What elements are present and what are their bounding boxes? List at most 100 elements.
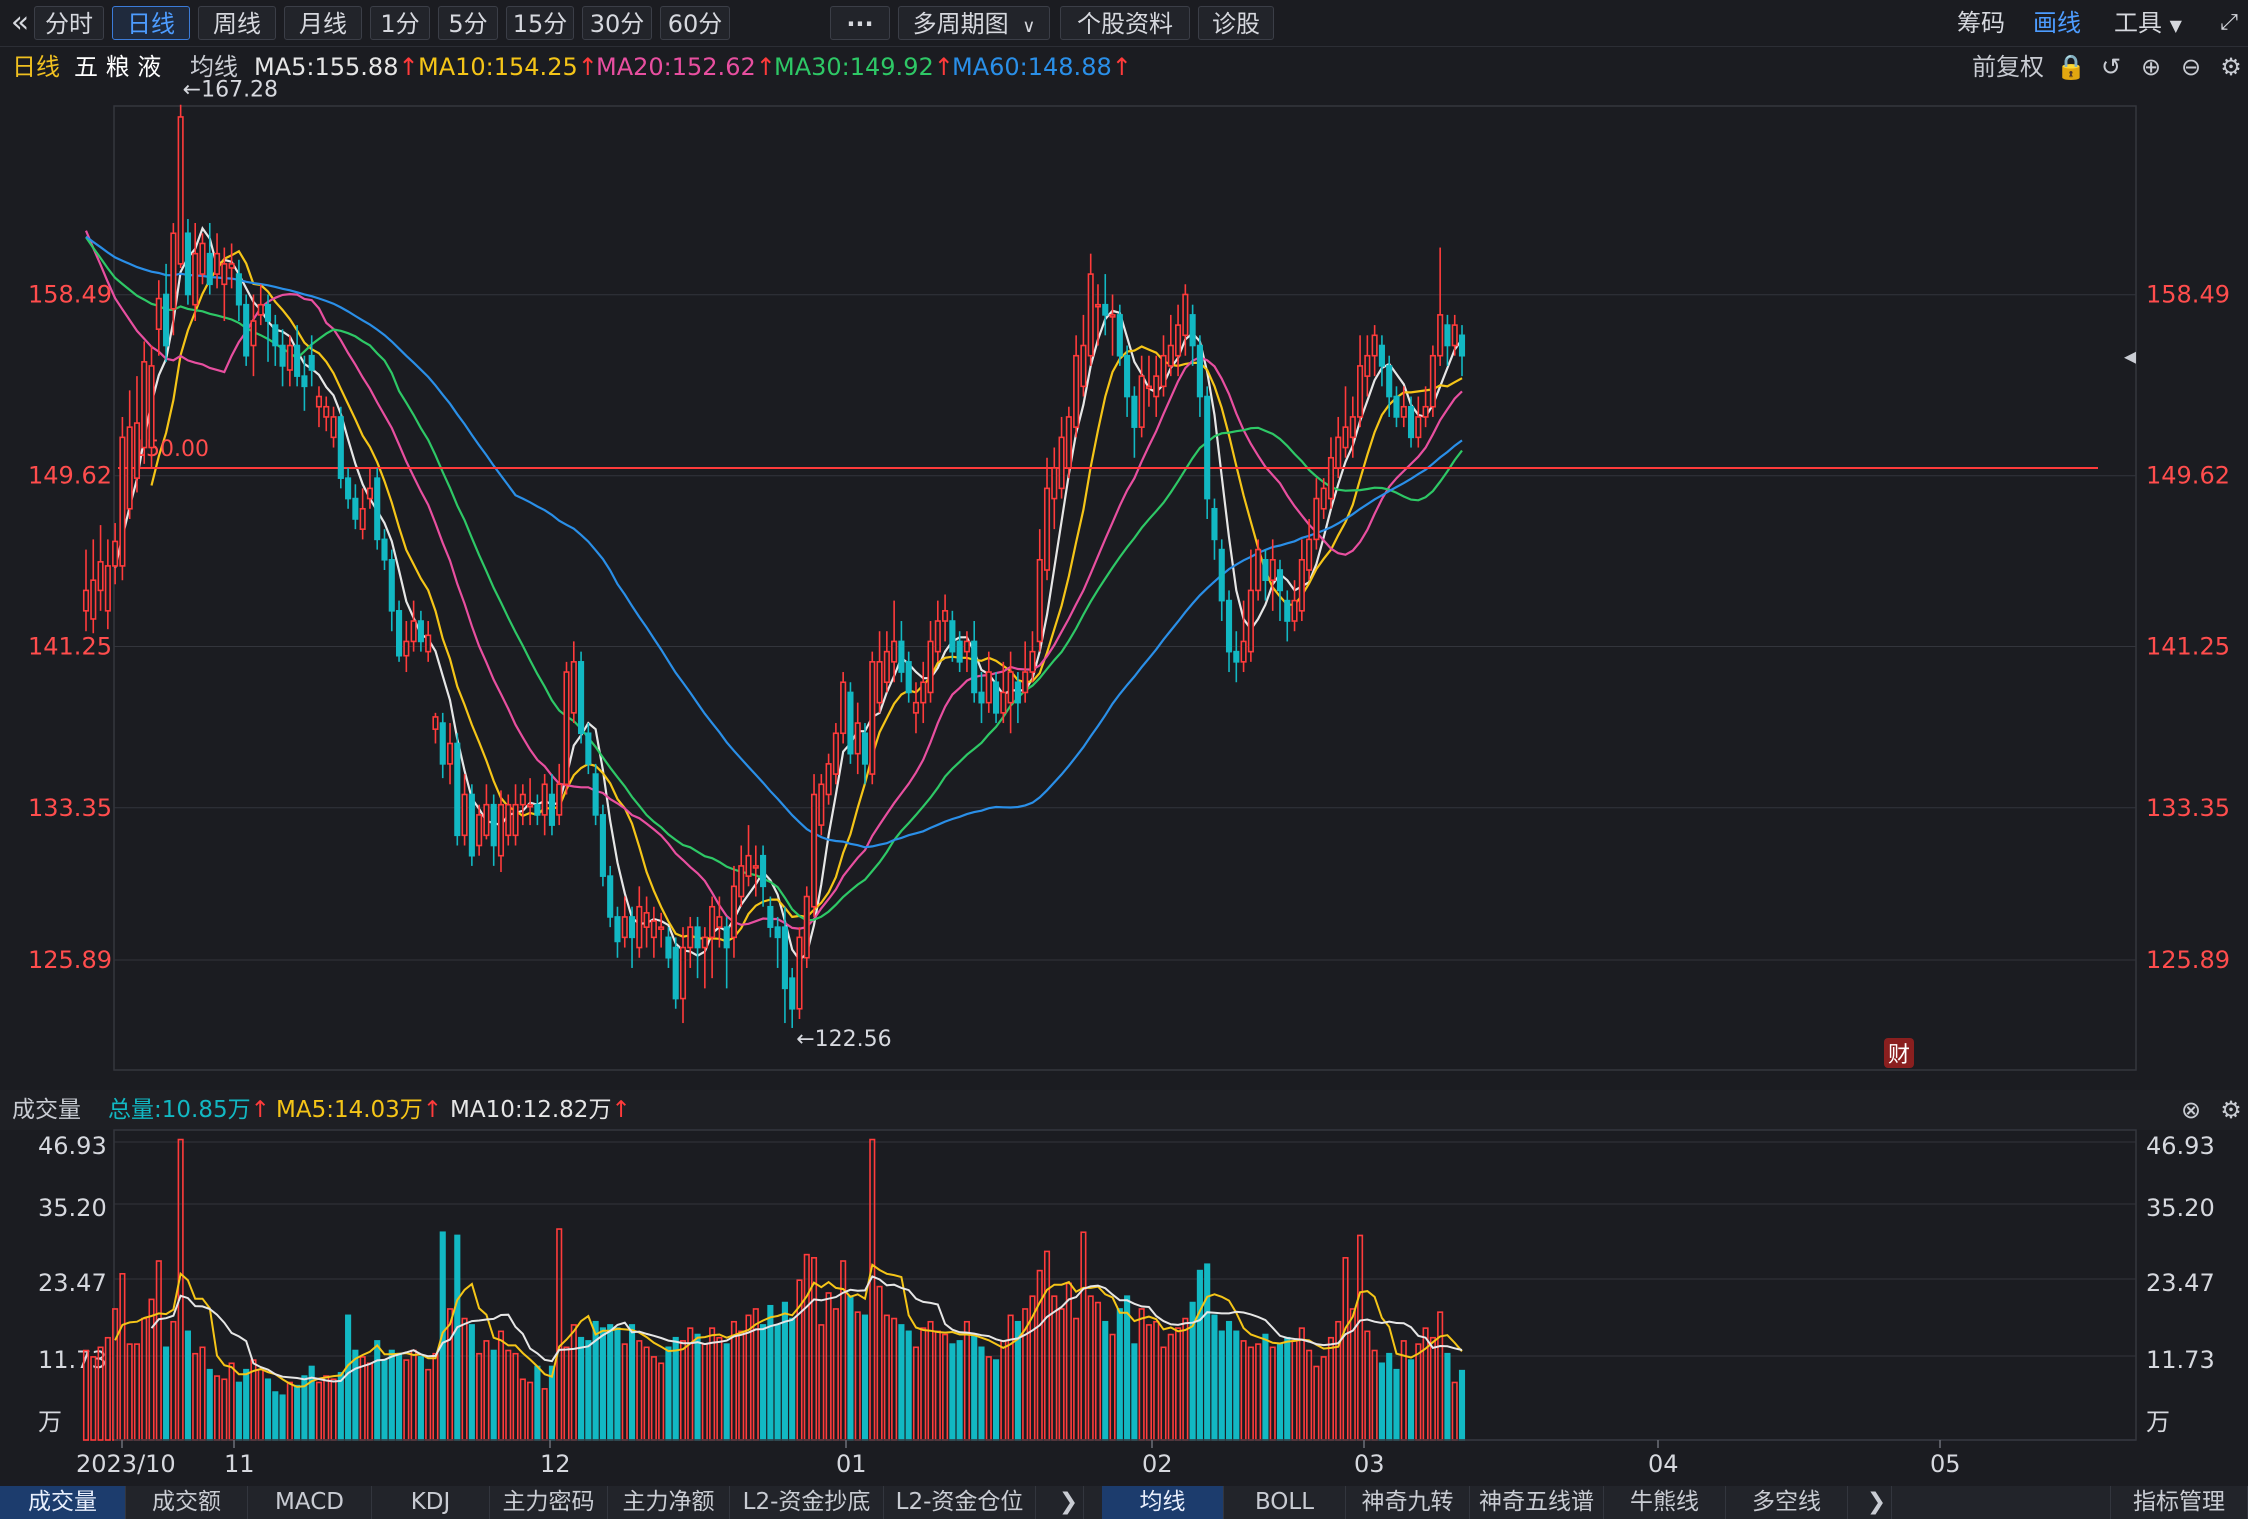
candle-body: [934, 620, 941, 653]
overlay-tab[interactable]: 牛熊线: [1604, 1486, 1726, 1519]
candle-body: [854, 722, 861, 755]
tools-button[interactable]: 工具 ▼: [2106, 6, 2190, 40]
period-tab[interactable]: 1分: [370, 6, 430, 40]
up-arrow-icon: ↑: [611, 1097, 631, 1123]
more-button[interactable]: ···: [830, 6, 890, 40]
volume-bar: [1451, 1381, 1458, 1441]
ma10-value: MA10:154.25: [418, 53, 578, 81]
candle-body: [876, 661, 883, 704]
period-tab[interactable]: 月线: [284, 6, 362, 40]
candlestick-chart[interactable]: 158.49 158.49 149.62 149.62 141.25 141.25 133.…: [0, 0, 2248, 1486]
back-chevrons-icon[interactable]: «: [10, 5, 30, 40]
stock-info-button[interactable]: 个股资料: [1060, 6, 1190, 40]
indicator-tab[interactable]: L2-资金抄底: [730, 1486, 884, 1519]
candle-body: [978, 691, 985, 704]
volume-bar: [199, 1346, 206, 1441]
candle-body: [272, 324, 279, 347]
close-panel-icon[interactable]: ⊗: [2180, 1096, 2202, 1124]
volume-ma5-value: MA5:14.03万: [276, 1097, 423, 1123]
period-tab[interactable]: 60分: [660, 6, 730, 40]
volume-bar: [155, 1260, 162, 1441]
volume-bar: [876, 1285, 883, 1441]
volume-bar: [1153, 1320, 1160, 1441]
indicator-management-button[interactable]: 指标管理: [2110, 1486, 2248, 1519]
volume-bar: [1043, 1250, 1051, 1441]
undo-icon[interactable]: ↺: [2100, 53, 2122, 81]
volume-bar: [599, 1327, 606, 1441]
volume-bar: [294, 1384, 301, 1441]
period-tab[interactable]: 分时: [34, 6, 104, 40]
candle-body: [454, 742, 461, 837]
finance-badge-label: 财: [1888, 1043, 1910, 1068]
volume-bar: [1255, 1343, 1262, 1441]
candle-body: [796, 936, 803, 1010]
tabs-scroll-right-icon-2[interactable]: ❯: [1862, 1486, 1892, 1519]
candle-body: [301, 375, 308, 388]
candle-body: [643, 912, 650, 928]
adjust-label[interactable]: 前复权: [1972, 53, 2044, 81]
volume-bar: [425, 1368, 432, 1441]
volume-header-bar: [0, 1090, 2248, 1130]
candle-body: [308, 354, 315, 371]
candle-body: [1007, 671, 1014, 704]
indicator-tab[interactable]: KDJ: [372, 1486, 490, 1519]
period-tab[interactable]: 周线: [198, 6, 276, 40]
zoom-out-icon[interactable]: ⊖: [2180, 53, 2202, 81]
overlay-tab[interactable]: 多空线: [1726, 1486, 1848, 1519]
indicator-tab[interactable]: L2-资金仓位: [884, 1486, 1036, 1519]
zoom-in-icon[interactable]: ⊕: [2140, 53, 2162, 81]
candle-body: [432, 716, 439, 730]
candle-body: [1276, 569, 1284, 592]
candle-body: [1073, 354, 1080, 428]
candle-body: [345, 477, 352, 500]
multi-period-button[interactable]: 多周期图 ∨: [898, 6, 1050, 40]
indicator-tab[interactable]: 主力净额: [608, 1486, 730, 1519]
period-tab[interactable]: 15分: [506, 6, 574, 40]
volume-bar: [104, 1336, 111, 1441]
candle-body: [1131, 395, 1138, 428]
volume-bar: [476, 1352, 483, 1441]
expand-icon[interactable]: ⤢: [2220, 10, 2238, 35]
candle-body: [1182, 293, 1189, 337]
volume-bar: [90, 1356, 97, 1441]
candle-body: [1444, 324, 1451, 347]
volume-bar: [527, 1381, 534, 1441]
diagnose-button[interactable]: 诊股: [1198, 6, 1274, 40]
indicator-tab[interactable]: 主力密码: [490, 1486, 608, 1519]
volume-bar: [330, 1378, 337, 1441]
volume-settings-icon[interactable]: ⚙: [2220, 1096, 2242, 1124]
x-axis-label: 03: [1354, 1450, 1385, 1478]
candle-body: [578, 661, 585, 735]
volume-bar: [163, 1346, 170, 1441]
tabs-scroll-right-icon[interactable]: ❯: [1054, 1486, 1084, 1519]
overlay-tab[interactable]: 均线: [1102, 1486, 1224, 1519]
overlay-tab[interactable]: 神奇五线谱: [1470, 1486, 1604, 1519]
candle-body: [1342, 426, 1349, 449]
candle-body: [847, 691, 854, 755]
indicator-tab[interactable]: 成交量: [0, 1486, 126, 1519]
period-tab[interactable]: 30分: [582, 6, 652, 40]
volume-bar: [1058, 1308, 1065, 1441]
candle-body: [446, 742, 454, 765]
period-tab[interactable]: 5分: [438, 6, 498, 40]
settings-gear-icon[interactable]: ⚙: [2220, 53, 2242, 81]
ma-label[interactable]: 均线: [190, 53, 238, 81]
indicator-tab[interactable]: 成交额: [126, 1486, 248, 1519]
candle-body: [920, 681, 927, 704]
overlay-tab[interactable]: BOLL: [1224, 1486, 1346, 1519]
chips-button[interactable]: 筹码: [1957, 9, 2005, 37]
indicator-tab[interactable]: MACD: [248, 1486, 372, 1519]
volume-bar: [920, 1327, 927, 1441]
volume-bar: [1051, 1295, 1058, 1441]
lock-icon[interactable]: 🔒: [2056, 53, 2086, 81]
period-tab[interactable]: 日线: [112, 6, 190, 40]
volume-bar: [505, 1349, 512, 1441]
candle-body: [760, 854, 767, 888]
overlay-tab[interactable]: 神奇九转: [1346, 1486, 1470, 1519]
ma60-readout: MA60:148.88↑: [952, 50, 1132, 84]
candle-body: [425, 634, 432, 653]
volume-ma5-line: [114, 1263, 1463, 1388]
draw-line-button[interactable]: 画线: [2033, 9, 2081, 37]
ma20-value: MA20:152.62: [596, 53, 756, 81]
volume-bar: [345, 1314, 352, 1441]
